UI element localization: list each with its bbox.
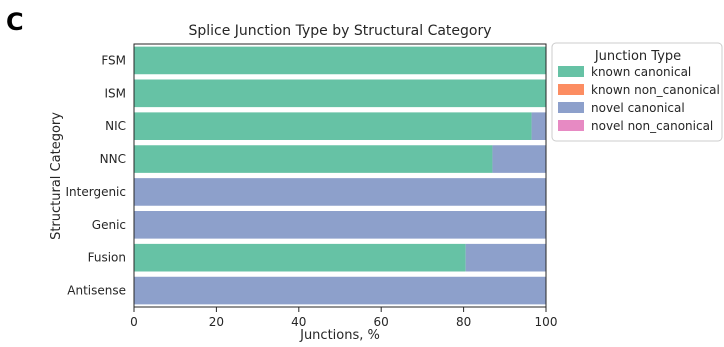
- y-tick-labels: FSM ISM NIC NNC Intergenic Genic Fusion Antisen…: [66, 53, 127, 297]
- x-tick-label: 60: [374, 315, 389, 329]
- bars-group: [134, 46, 546, 305]
- x-tick-label: 100: [535, 315, 558, 329]
- y-tick-label: Antisense: [67, 284, 126, 298]
- legend-label: novel canonical: [591, 101, 685, 115]
- bar-nic-series-2: [531, 112, 546, 140]
- x-tick-label: 40: [291, 315, 306, 329]
- y-axis-label: Structural Category: [49, 112, 64, 240]
- legend-swatch: [558, 102, 584, 113]
- bar-fusion-series-0: [134, 243, 466, 272]
- y-tick-label: Intergenic: [66, 185, 127, 199]
- x-ticks: 0 20 40 60 80 100: [130, 307, 557, 329]
- y-tick-label: Genic: [92, 218, 126, 232]
- bar-nnc-series-0: [134, 145, 493, 173]
- legend-frame: [551, 42, 723, 142]
- bar-intergenic-series-2: [134, 178, 546, 206]
- bar-antisense-series-2: [134, 276, 546, 305]
- bar-fusion-series-2: [465, 243, 546, 272]
- legend-title: Junction Type: [594, 49, 681, 64]
- panel-label: C: [6, 8, 24, 36]
- y-tick-label: FSM: [101, 53, 126, 67]
- y-tick-label: ISM: [104, 86, 126, 100]
- x-tick-label: 80: [456, 315, 471, 329]
- chart-title: Splice Junction Type by Structural Categ…: [188, 23, 491, 39]
- legend-label: known non_canonical: [591, 83, 720, 97]
- x-tick-label: 20: [209, 315, 224, 329]
- legend-swatch: [558, 66, 584, 77]
- legend-label: novel non_canonical: [591, 119, 713, 133]
- legend-swatch: [558, 120, 584, 131]
- bar-nic-series-0: [134, 112, 532, 140]
- legend-label: known canonical: [591, 65, 691, 79]
- y-tick-label: NIC: [105, 119, 126, 133]
- legend-items: known canonical known non_canonicalnovel …: [558, 65, 720, 133]
- plot-frame: [133, 43, 547, 308]
- legend-swatch: [558, 84, 584, 95]
- y-tick-label: NNC: [100, 152, 126, 166]
- bar-nnc-series-2: [492, 145, 546, 173]
- bar-ism-series-0: [134, 79, 546, 108]
- legend: Junction Type known canonical known non_c…: [551, 42, 723, 142]
- bar-fsm-series-0: [134, 46, 546, 75]
- y-tick-label: Fusion: [88, 251, 126, 265]
- x-tick-label: 0: [130, 315, 138, 329]
- bar-genic-series-2: [134, 211, 546, 239]
- x-axis-label: Junctions, %: [299, 328, 380, 343]
